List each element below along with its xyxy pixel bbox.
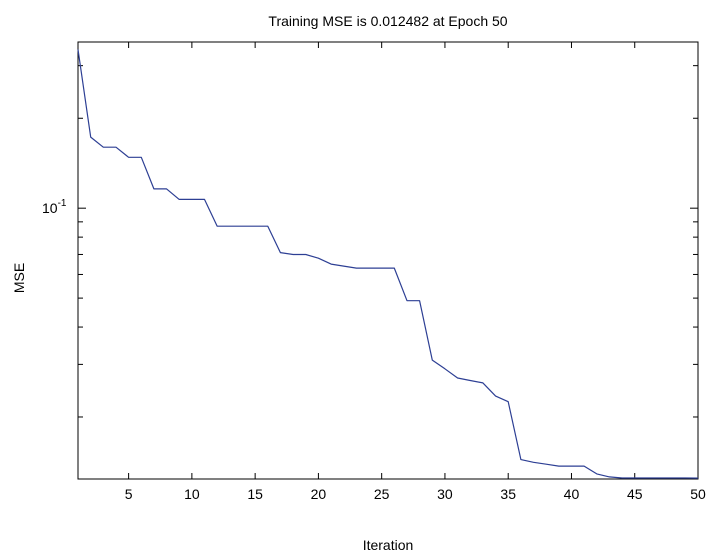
x-tick-label-45: 45 <box>627 486 643 502</box>
plot-area <box>77 41 699 480</box>
x-tick-label-50: 50 <box>690 486 706 502</box>
x-tick-label-10: 10 <box>184 486 200 502</box>
x-tick-label-20: 20 <box>311 486 327 502</box>
y-axis-label: MSE <box>11 263 27 293</box>
y-tick-labels: 10-1 <box>42 198 67 216</box>
x-tick-label-35: 35 <box>500 486 516 502</box>
x-tick-label-40: 40 <box>564 486 580 502</box>
x-tick-label-30: 30 <box>437 486 453 502</box>
x-tick-labels: 5 10 15 20 25 30 35 40 45 50 <box>125 486 706 502</box>
x-axis-label: Iteration <box>363 537 414 553</box>
x-tick-label-5: 5 <box>125 486 133 502</box>
y-tick-label-0.1: 10-1 <box>42 198 67 216</box>
x-tick-label-15: 15 <box>247 486 263 502</box>
x-tick-label-25: 25 <box>374 486 390 502</box>
axis-ticks <box>78 42 699 479</box>
series-line-mse <box>77 49 699 479</box>
chart-title: Training MSE is 0.012482 at Epoch 50 <box>268 13 507 29</box>
